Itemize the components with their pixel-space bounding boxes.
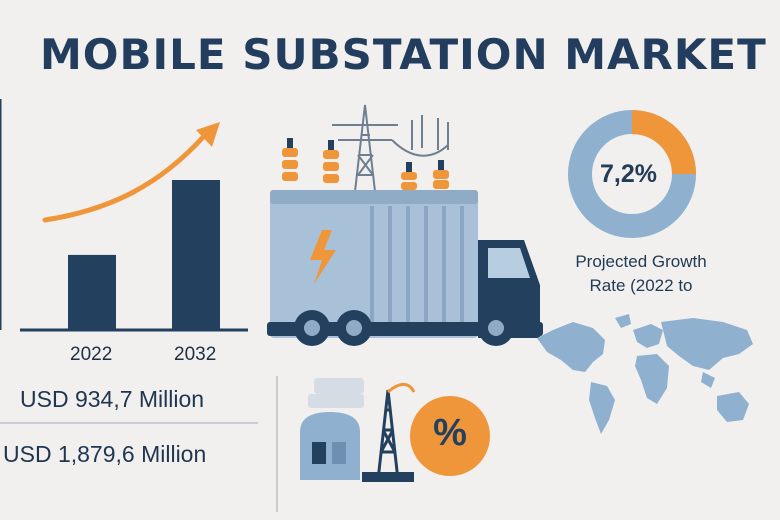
truck-wheels [294, 310, 514, 346]
insulator-icons [282, 138, 449, 190]
mobile-substation-truck-icon [267, 104, 543, 346]
donut-highlight-segment [631, 110, 696, 175]
growth-caption-line2: Rate (2022 to [589, 276, 693, 295]
value-label-2022: USD 934,7 Million [20, 386, 205, 412]
substation-building-icon [300, 412, 360, 480]
divider [0, 422, 258, 424]
growth-arrow-head [196, 122, 220, 147]
growth-arrow-icon [42, 132, 208, 223]
x-tick-2022: 2022 [70, 344, 113, 365]
bar-2032 [172, 180, 220, 329]
growth-rate-donut [568, 110, 696, 238]
lightning-bolt-icon [310, 230, 336, 284]
bar-2022 [68, 254, 116, 329]
growth-rate-caption: Projected Growth Rate (2022 to [556, 250, 726, 298]
growth-caption-line1: Projected Growth [575, 252, 707, 271]
percent-badge-symbol: % [433, 412, 467, 454]
value-label-2032: USD 1,879,6 Million [3, 441, 207, 467]
x-tick-2032: 2032 [174, 344, 217, 365]
percent-badge-icon [410, 396, 490, 476]
growth-rate-value: 7,2% [600, 160, 657, 188]
substation-illustration [300, 378, 490, 482]
vertical-divider [276, 376, 278, 512]
page-title: MOBILE SUBSTATION MARKET [40, 30, 767, 79]
world-map-icon [537, 314, 753, 434]
transmission-tower-icon [376, 389, 400, 481]
